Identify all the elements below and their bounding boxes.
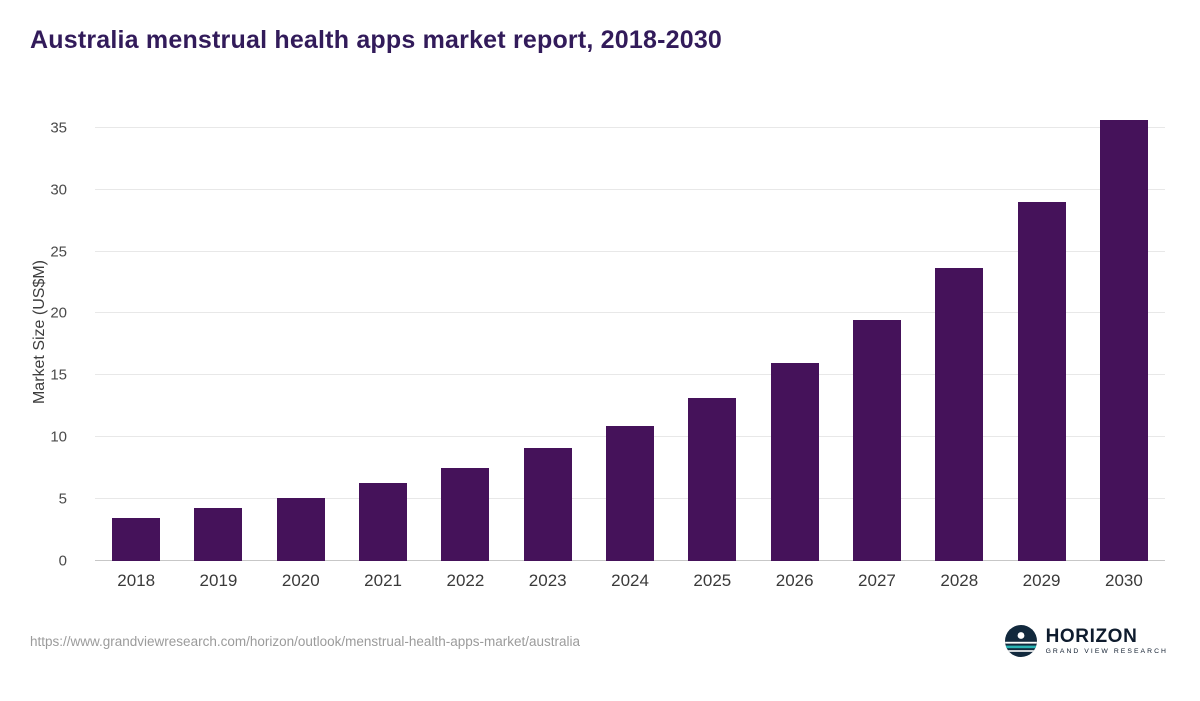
bars-container [95, 103, 1165, 561]
bar-2030 [1099, 120, 1148, 561]
bar-slot [918, 103, 1000, 561]
bar-chart: Market Size (US$M) 0 5 10 15 20 25 30 35 [31, 103, 1165, 569]
horizon-logo-icon [1004, 625, 1037, 657]
bar-2022 [441, 468, 490, 561]
bar-slot [1000, 103, 1082, 561]
footer: https://www.grandviewresearch.com/horizo… [30, 625, 1168, 657]
x-tick-label: 2027 [858, 571, 896, 590]
x-tick-label: 2020 [281, 571, 320, 590]
bar-2025 [688, 397, 737, 561]
bar-slot [754, 103, 836, 561]
plot-area: 0 5 10 15 20 25 30 35 [50, 103, 1165, 569]
horizon-logo: HORIZON GRAND VIEW RESEARCH [1004, 625, 1168, 657]
bar-2019 [194, 507, 243, 561]
bar-slot [836, 103, 918, 561]
bar-slot [589, 103, 671, 561]
y-tick-label: 30 [50, 181, 67, 199]
bar-slot [260, 103, 342, 561]
gridline [95, 312, 1165, 314]
bar-slot [507, 103, 589, 561]
x-axis-labels: 2018 2019 2020 2021 2022 2023 2024 2025 2026 2027… [95, 571, 1165, 591]
bar-2024 [606, 426, 655, 561]
y-tick-label: 25 [50, 243, 67, 261]
bar-slot [1083, 103, 1165, 561]
bar-2027 [852, 319, 901, 561]
y-tick-label: 0 [58, 552, 67, 570]
gridline [95, 374, 1165, 376]
x-tick-label: 2026 [775, 571, 814, 590]
horizon-logo-text: HORIZON GRAND VIEW RESEARCH [1046, 627, 1168, 656]
bar-2018 [112, 517, 161, 561]
bar-slot [424, 103, 506, 561]
bar-2026 [770, 362, 819, 561]
y-tick-label: 10 [50, 428, 67, 446]
gridline [95, 250, 1165, 252]
page-title: Australia menstrual health apps market r… [30, 26, 723, 54]
x-tick-label: 2022 [446, 571, 485, 590]
y-tick-label: 20 [50, 304, 67, 322]
x-tick-label: 2029 [1022, 571, 1061, 590]
bar-2021 [359, 483, 408, 561]
x-tick-label: 2025 [693, 571, 732, 590]
bar-slot [95, 103, 177, 561]
x-tick-label: 2023 [528, 571, 567, 590]
x-tick-label: 2030 [1104, 571, 1143, 590]
bar-2028 [935, 267, 984, 561]
x-tick-label: 2019 [199, 571, 238, 590]
bar-slot [342, 103, 424, 561]
source-url: https://www.grandviewresearch.com/horizo… [30, 633, 580, 649]
x-tick-label: 2028 [940, 571, 979, 590]
bar-2023 [523, 448, 572, 561]
gridline [95, 188, 1165, 190]
bar-slot [671, 103, 753, 561]
x-tick-label: 2018 [117, 571, 156, 590]
y-tick-label: 35 [50, 119, 67, 137]
horizon-logo-name: HORIZON [1045, 625, 1138, 647]
y-tick-label: 5 [58, 490, 67, 508]
bar-slot [177, 103, 259, 561]
bar-2029 [1017, 202, 1066, 561]
x-tick-label: 2021 [364, 571, 402, 590]
x-tick-label: 2024 [611, 571, 649, 590]
horizon-logo-subtitle: GRAND VIEW RESEARCH [1045, 647, 1168, 655]
gridline [95, 126, 1165, 128]
y-tick-label: 15 [50, 366, 67, 384]
bar-2020 [276, 497, 325, 561]
